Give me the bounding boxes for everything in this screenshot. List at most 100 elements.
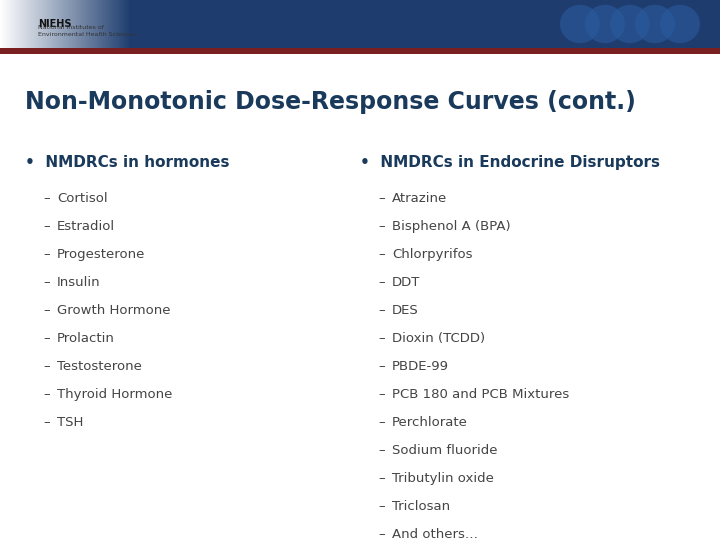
Text: Estradiol: Estradiol <box>57 220 115 233</box>
Bar <box>32 0 33 48</box>
Bar <box>104 0 105 48</box>
Text: –: – <box>378 500 384 513</box>
Bar <box>54 0 55 48</box>
Bar <box>77 0 78 48</box>
Bar <box>53 0 54 48</box>
Bar <box>195 0 196 48</box>
Text: –: – <box>43 332 50 345</box>
Bar <box>124 0 125 48</box>
Bar <box>148 0 149 48</box>
Bar <box>74 0 75 48</box>
Bar <box>79 0 80 48</box>
Bar <box>90 0 91 48</box>
Bar <box>71 0 72 48</box>
Bar <box>153 0 154 48</box>
Bar <box>51 0 52 48</box>
Bar <box>8 0 9 48</box>
Bar <box>154 0 155 48</box>
Bar <box>178 0 179 48</box>
Bar <box>142 0 143 48</box>
Text: –: – <box>43 304 50 317</box>
Bar <box>198 0 199 48</box>
Bar <box>196 0 197 48</box>
Bar <box>163 0 164 48</box>
Text: NIEHS: NIEHS <box>38 19 71 29</box>
Bar <box>168 0 169 48</box>
Bar <box>100 0 101 48</box>
Bar <box>181 0 182 48</box>
Text: DES: DES <box>392 304 419 317</box>
Bar <box>12 0 13 48</box>
Bar <box>34 0 35 48</box>
Bar <box>39 0 40 48</box>
Bar <box>17 0 18 48</box>
Bar <box>158 0 159 48</box>
Bar <box>102 0 103 48</box>
Bar <box>110 0 111 48</box>
Bar <box>94 0 95 48</box>
Bar <box>33 0 34 48</box>
Ellipse shape <box>660 5 700 43</box>
Bar <box>52 0 53 48</box>
Bar <box>40 0 41 48</box>
Bar <box>85 0 86 48</box>
Bar <box>10 0 11 48</box>
Bar <box>96 0 97 48</box>
Text: –: – <box>43 192 50 205</box>
Bar <box>176 0 177 48</box>
Text: Chlorpyrifos: Chlorpyrifos <box>392 248 472 261</box>
Bar <box>30 0 31 48</box>
Bar <box>5 0 6 48</box>
Bar <box>147 0 148 48</box>
Bar <box>103 0 104 48</box>
Bar <box>59 0 60 48</box>
Bar <box>6 0 7 48</box>
Bar <box>38 0 39 48</box>
Bar <box>7 0 8 48</box>
Bar <box>111 0 112 48</box>
Text: –: – <box>43 416 50 429</box>
Bar <box>69 0 70 48</box>
Bar <box>89 0 90 48</box>
Bar <box>113 0 114 48</box>
Bar <box>141 0 142 48</box>
Text: PCB 180 and PCB Mixtures: PCB 180 and PCB Mixtures <box>392 388 570 401</box>
Text: –: – <box>378 360 384 373</box>
Text: Growth Hormone: Growth Hormone <box>57 304 171 317</box>
Bar <box>70 0 71 48</box>
Bar <box>47 0 48 48</box>
Bar <box>31 0 32 48</box>
Bar <box>83 0 84 48</box>
Ellipse shape <box>560 5 600 43</box>
Bar <box>13 0 14 48</box>
Bar <box>188 0 189 48</box>
Bar <box>132 0 133 48</box>
Bar <box>2 0 3 48</box>
Bar <box>97 0 98 48</box>
Bar <box>50 0 51 48</box>
Bar <box>3 0 4 48</box>
Text: Cortisol: Cortisol <box>57 192 108 205</box>
Bar <box>64 0 65 48</box>
Bar <box>86 0 87 48</box>
Bar <box>183 0 184 48</box>
Ellipse shape <box>585 5 625 43</box>
Text: –: – <box>378 192 384 205</box>
Bar <box>185 0 186 48</box>
Bar <box>130 0 131 48</box>
Text: Triclosan: Triclosan <box>392 500 450 513</box>
Bar <box>36 0 37 48</box>
Bar <box>184 0 185 48</box>
Bar <box>137 0 138 48</box>
Bar <box>174 0 175 48</box>
Bar <box>9 0 10 48</box>
Bar <box>95 0 96 48</box>
Text: Sodium fluoride: Sodium fluoride <box>392 444 498 457</box>
Bar <box>156 0 157 48</box>
Bar <box>25 0 26 48</box>
Bar <box>125 0 126 48</box>
Bar <box>172 0 173 48</box>
Text: •  NMDRCs in Endocrine Disruptors: • NMDRCs in Endocrine Disruptors <box>360 155 660 170</box>
Bar <box>112 0 113 48</box>
Bar <box>152 0 153 48</box>
